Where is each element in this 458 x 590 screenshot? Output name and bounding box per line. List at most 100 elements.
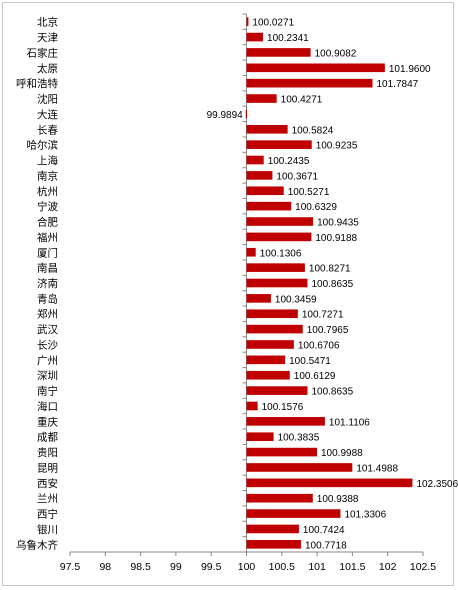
category-label: 西安 (37, 477, 58, 490)
x-tick-label: 99 (170, 561, 182, 573)
category-label: 青岛 (37, 292, 58, 305)
category-label: 长沙 (37, 339, 58, 351)
x-tick-label: 102 (379, 561, 397, 573)
category-label: 昆明 (37, 462, 58, 474)
bar (246, 263, 305, 272)
category-label: 济南 (37, 277, 58, 290)
data-label: 100.1306 (260, 248, 302, 259)
data-label: 101.4988 (356, 463, 398, 474)
category-label: 上海 (37, 154, 58, 167)
category-label: 哈尔滨 (27, 139, 59, 152)
category-label: 长春 (37, 124, 58, 136)
bar (246, 463, 353, 472)
data-label: 100.9188 (315, 233, 357, 244)
data-label: 100.3459 (275, 294, 317, 305)
category-label: 兰州 (37, 492, 58, 505)
x-tick-label: 100 (238, 561, 256, 573)
bar (246, 309, 298, 319)
data-label: 102.3506 (416, 479, 458, 490)
data-label: 100.8635 (311, 279, 353, 290)
bar (246, 478, 413, 488)
bar (246, 171, 273, 180)
category-label: 南京 (37, 169, 58, 182)
category-label: 大连 (37, 108, 58, 121)
data-label: 100.7965 (307, 325, 349, 336)
data-label: 100.5271 (288, 187, 330, 198)
data-label: 100.3671 (276, 171, 318, 182)
data-label: 100.2435 (268, 156, 310, 167)
data-label: 100.8635 (311, 387, 353, 398)
bar (246, 509, 341, 518)
x-tick-label: 99.5 (201, 561, 222, 573)
data-label: 101.7847 (376, 79, 418, 90)
data-label: 100.9435 (317, 218, 359, 229)
bar (246, 540, 301, 549)
category-label: 乌鲁木齐 (16, 538, 58, 551)
bar (246, 17, 249, 26)
bar (246, 524, 299, 534)
data-label: 100.7424 (303, 525, 345, 536)
category-label: 福州 (37, 231, 58, 244)
bar (246, 417, 325, 426)
bar (246, 401, 258, 411)
data-label: 100.9082 (315, 48, 357, 59)
data-label: 100.7271 (302, 310, 344, 321)
bar (246, 386, 308, 395)
bar (246, 155, 264, 165)
data-label: 100.7718 (305, 540, 347, 551)
data-label: 100.2341 (267, 33, 309, 44)
data-label: 100.4271 (281, 95, 323, 106)
bar (246, 493, 313, 503)
bar (246, 232, 312, 242)
category-label: 深圳 (37, 370, 58, 382)
bar (246, 201, 292, 211)
data-label: 100.5471 (289, 356, 331, 367)
category-label: 成都 (37, 432, 58, 444)
data-label: 100.3835 (278, 433, 320, 444)
category-label: 杭州 (37, 185, 58, 198)
data-label: 101.9600 (389, 64, 431, 75)
data-label: 100.9388 (317, 494, 359, 505)
category-label: 西宁 (37, 508, 58, 521)
category-label: 重庆 (37, 415, 58, 428)
x-tick-label: 98 (99, 561, 111, 573)
data-label: 100.1576 (262, 402, 304, 413)
data-label: 100.6329 (295, 202, 337, 213)
x-tick-label: 101 (308, 561, 326, 573)
data-label: 100.0271 (252, 18, 294, 29)
bar (246, 78, 373, 88)
category-label: 南昌 (37, 262, 58, 275)
bar (246, 63, 385, 73)
bar (246, 432, 274, 442)
data-label: 101.3306 (344, 510, 386, 521)
bar (246, 186, 284, 196)
x-tick-label: 100.5 (269, 561, 295, 573)
bar (246, 294, 271, 303)
category-label: 郑州 (37, 308, 58, 321)
bar (246, 340, 294, 349)
bar (246, 324, 303, 334)
data-label: 100.6129 (294, 371, 336, 382)
bar (246, 32, 264, 42)
bar (246, 48, 311, 57)
x-tick-label: 98.5 (130, 561, 151, 573)
category-label: 武汉 (37, 323, 58, 336)
category-label: 银川 (37, 523, 58, 536)
data-label: 99.9894 (207, 110, 244, 121)
data-label: 101.1106 (329, 417, 370, 428)
data-label: 100.9235 (316, 141, 358, 152)
bar (245, 109, 247, 119)
category-label: 呼和浩特 (16, 78, 58, 90)
category-label: 合肥 (37, 216, 58, 229)
bar (246, 370, 290, 380)
bar (246, 124, 288, 134)
category-label: 天津 (37, 32, 58, 44)
category-label: 海口 (37, 400, 58, 413)
category-label: 北京 (37, 16, 58, 29)
bar (246, 217, 314, 226)
bar (246, 355, 286, 365)
data-label: 100.8271 (309, 264, 351, 275)
x-tick-label: 102.5 (410, 561, 436, 573)
x-tick-label: 97.5 (60, 561, 81, 573)
chart-frame (2, 2, 454, 586)
